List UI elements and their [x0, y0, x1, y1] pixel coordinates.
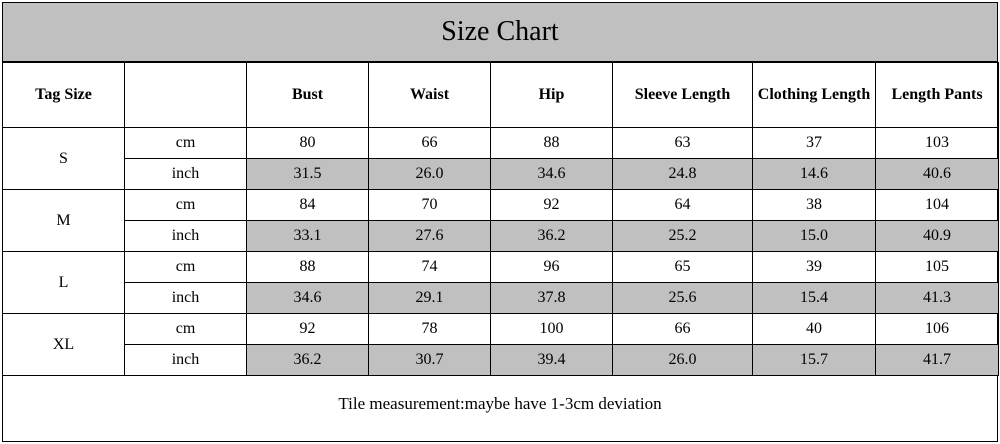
measurement-cell: 37: [752, 127, 876, 159]
measurement-cell: 15.4: [752, 282, 876, 314]
header-sleeve-length: Sleeve Length: [612, 62, 753, 128]
measurement-cell: 30.7: [368, 344, 491, 376]
measurement-cell: 40.6: [875, 158, 999, 190]
measurement-cell: 15.0: [752, 220, 876, 252]
measurement-cell: 24.8: [612, 158, 753, 190]
table-row: inch 33.1 27.6 36.2 25.2 15.0 40.9: [3, 220, 999, 252]
unit-label-cell: inch: [124, 344, 247, 376]
measurement-cell: 40: [752, 313, 876, 345]
measurement-cell: 65: [612, 251, 753, 283]
unit-label-cell: cm: [124, 251, 247, 283]
table-row: inch 36.2 30.7 39.4 26.0 15.7 41.7: [3, 344, 999, 376]
unit-label-cell: cm: [124, 313, 247, 345]
measurement-cell: 104: [875, 189, 999, 221]
measurement-cell: 100: [490, 313, 613, 345]
measurement-cell: 80: [246, 127, 369, 159]
measurement-cell: 66: [612, 313, 753, 345]
header-row: Tag Size Bust Waist Hip Sleeve Length Cl…: [2, 62, 999, 128]
measurement-cell: 39.4: [490, 344, 613, 376]
header-bust: Bust: [246, 62, 369, 128]
measurement-cell: 36.2: [490, 220, 613, 252]
measurement-note: Tile measurement:maybe have 1-3cm deviat…: [338, 393, 662, 413]
measurement-cell: 36.2: [246, 344, 369, 376]
measurement-cell: 84: [246, 189, 369, 221]
measurement-cell: 40.9: [875, 220, 999, 252]
measurement-cell: 103: [875, 127, 999, 159]
header-length-pants: Length Pants: [875, 62, 999, 128]
tag-size-cell: M: [2, 189, 125, 252]
measurement-cell: 70: [368, 189, 491, 221]
unit-label-cell: inch: [124, 282, 247, 314]
table-row: inch 31.5 26.0 34.6 24.8 14.6 40.6: [3, 158, 999, 190]
measurement-cell: 39: [752, 251, 876, 283]
measurement-cell: 29.1: [368, 282, 491, 314]
tag-size-cell: XL: [2, 313, 125, 376]
measurement-cell: 37.8: [490, 282, 613, 314]
header-unit: [124, 62, 247, 128]
measurement-cell: 25.6: [612, 282, 753, 314]
measurement-cell: 64: [612, 189, 753, 221]
measurement-cell: 66: [368, 127, 491, 159]
measurement-cell: 74: [368, 251, 491, 283]
measurement-cell: 31.5: [246, 158, 369, 190]
measurement-cell: 25.2: [612, 220, 753, 252]
measurement-cell: 27.6: [368, 220, 491, 252]
measurement-cell: 92: [490, 189, 613, 221]
measurement-cell: 33.1: [246, 220, 369, 252]
table-row: inch 34.6 29.1 37.8 25.6 15.4 41.3: [3, 282, 999, 314]
measurement-cell: 14.6: [752, 158, 876, 190]
unit-label-cell: cm: [124, 189, 247, 221]
measurement-cell: 106: [875, 313, 999, 345]
header-hip: Hip: [490, 62, 613, 128]
measurement-cell: 88: [490, 127, 613, 159]
unit-label-cell: cm: [124, 127, 247, 159]
measurement-cell: 26.0: [612, 344, 753, 376]
measurement-cell: 41.3: [875, 282, 999, 314]
measurement-cell: 34.6: [246, 282, 369, 314]
measurement-cell: 88: [246, 251, 369, 283]
measurement-cell: 41.7: [875, 344, 999, 376]
measurement-cell: 78: [368, 313, 491, 345]
unit-label-cell: inch: [124, 220, 247, 252]
measurement-cell: 15.7: [752, 344, 876, 376]
measurement-cell: 96: [490, 251, 613, 283]
measurement-cell: 26.0: [368, 158, 491, 190]
tag-size-cell: S: [2, 127, 125, 190]
table-row: XL cm 92 78 100 66 40 106: [2, 313, 999, 376]
measurement-cell: 38: [752, 189, 876, 221]
size-table: Tag Size Bust Waist Hip Sleeve Length Cl…: [2, 62, 999, 376]
unit-label-cell: inch: [124, 158, 247, 190]
tag-size-cell: L: [2, 251, 125, 314]
header-clothing-length: Clothing Length: [752, 62, 876, 128]
measurement-cell: 92: [246, 313, 369, 345]
chart-title: Size Chart: [3, 3, 997, 62]
measurement-cell: 105: [875, 251, 999, 283]
header-tag-size: Tag Size: [2, 62, 125, 128]
measurement-cell: 34.6: [490, 158, 613, 190]
measurement-cell: 63: [612, 127, 753, 159]
header-waist: Waist: [368, 62, 491, 128]
